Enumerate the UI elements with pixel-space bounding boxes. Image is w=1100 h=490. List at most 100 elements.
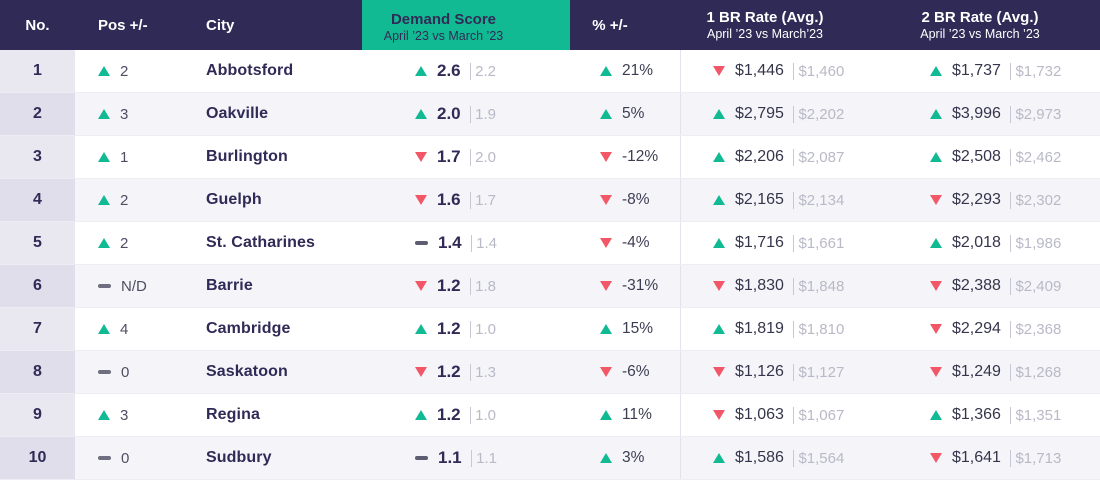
position-change-value: 2 xyxy=(120,62,129,80)
one-br-rate-current: $1,830 xyxy=(735,277,784,294)
demand-score-cell: 1.4 1.4 xyxy=(362,222,570,264)
value-separator xyxy=(792,406,795,424)
value-separator xyxy=(470,234,473,252)
value-separator xyxy=(1009,105,1012,123)
demand-down-triangle-icon xyxy=(415,195,427,205)
city-name: Burlington xyxy=(206,148,288,165)
value-separator xyxy=(469,148,472,166)
demand-up-triangle-icon xyxy=(415,66,427,76)
demand-up-triangle-icon xyxy=(415,109,427,119)
demand-score-cell: 1.2 1.8 xyxy=(362,265,570,307)
value-separator xyxy=(792,105,795,123)
position-up-triangle-icon xyxy=(98,238,110,248)
one-br-rate-previous: $1,127 xyxy=(798,363,845,381)
two-br-rate-cell: $2,388 $2,409 xyxy=(905,265,1100,307)
one-br-rate-cell: $1,126 $1,127 xyxy=(680,351,905,393)
demand-score-previous: 2.2 xyxy=(475,62,496,80)
header-1br-subtitle: April ’23 vs March’23 xyxy=(706,27,823,41)
demand-score-current: 1.2 xyxy=(437,405,461,424)
two-br-rate-cell: $1,366 $1,351 xyxy=(905,394,1100,436)
two-br-rate-cell: $3,996 $2,973 xyxy=(905,93,1100,135)
two-br-rate-cell: $2,293 $2,302 xyxy=(905,179,1100,221)
position-change-cell: 2 xyxy=(75,179,202,221)
position-up-triangle-icon xyxy=(98,109,110,119)
percent-change-value: 3% xyxy=(622,449,645,466)
city-name: Barrie xyxy=(206,277,253,294)
one-br-up-triangle-icon xyxy=(713,324,725,334)
city-cell: Barrie xyxy=(202,265,362,307)
rank-cell: 4 xyxy=(0,179,75,221)
rank-cell: 10 xyxy=(0,437,75,479)
city-cell: Sudbury xyxy=(202,437,362,479)
one-br-rate-previous: $1,661 xyxy=(798,234,845,252)
position-change-cell: 2 xyxy=(75,222,202,264)
position-up-triangle-icon xyxy=(98,195,110,205)
position-change-value: 1 xyxy=(120,148,129,166)
value-separator xyxy=(792,191,795,209)
value-separator xyxy=(469,191,472,209)
percent-change-value: -8% xyxy=(622,191,650,208)
demand-down-triangle-icon xyxy=(415,367,427,377)
one-br-rate-current: $1,126 xyxy=(735,363,784,380)
percent-change-cell: -8% xyxy=(570,179,680,221)
demand-score-cell: 1.7 2.0 xyxy=(362,136,570,178)
value-separator xyxy=(1009,449,1012,467)
demand-score-current: 1.2 xyxy=(437,319,461,338)
one-br-rate-previous: $1,067 xyxy=(798,406,845,424)
header-position-change: Pos +/- xyxy=(75,0,202,50)
one-br-rate-current: $2,206 xyxy=(735,148,784,165)
two-br-up-triangle-icon xyxy=(930,238,942,248)
one-br-rate-current: $1,063 xyxy=(735,406,784,423)
header-1br-title: 1 BR Rate (Avg.) xyxy=(706,9,824,26)
two-br-down-triangle-icon xyxy=(930,281,942,291)
one-br-rate-cell: $1,830 $1,848 xyxy=(680,265,905,307)
value-separator xyxy=(792,320,795,338)
one-br-down-triangle-icon xyxy=(713,281,725,291)
city-cell: Burlington xyxy=(202,136,362,178)
value-separator xyxy=(1009,148,1012,166)
header-rank-label: No. xyxy=(25,16,50,34)
header-demand-title: Demand Score xyxy=(390,10,497,28)
two-br-rate-current: $3,996 xyxy=(952,105,1001,122)
table-row: 3 1 Burlington 1.7 2.0 -12% $2,206 xyxy=(0,136,1100,179)
one-br-rate-cell: $2,206 $2,087 xyxy=(680,136,905,178)
percent-up-triangle-icon xyxy=(600,324,612,334)
one-br-rate-cell: $2,795 $2,202 xyxy=(680,93,905,135)
two-br-rate-previous: $1,713 xyxy=(1015,449,1062,467)
demand-score-previous: 1.3 xyxy=(475,363,496,381)
value-separator xyxy=(469,62,472,80)
one-br-rate-cell: $2,165 $2,134 xyxy=(680,179,905,221)
city-cell: St. Catharines xyxy=(202,222,362,264)
two-br-down-triangle-icon xyxy=(930,195,942,205)
demand-score-cell: 1.2 1.3 xyxy=(362,351,570,393)
percent-down-triangle-icon xyxy=(600,238,612,248)
one-br-rate-current: $1,716 xyxy=(735,234,784,251)
rank-cell: 8 xyxy=(0,351,75,393)
table-row: 7 4 Cambridge 1.2 1.0 15% $1,819 xyxy=(0,308,1100,351)
position-no-change-dash-icon xyxy=(98,456,111,460)
demand-score-previous: 1.8 xyxy=(475,277,496,295)
two-br-up-triangle-icon xyxy=(930,66,942,76)
one-br-rate-current: $1,586 xyxy=(735,449,784,466)
value-separator xyxy=(1009,363,1012,381)
two-br-rate-previous: $1,986 xyxy=(1015,234,1062,252)
two-br-rate-current: $2,018 xyxy=(952,234,1001,251)
rank-number: 6 xyxy=(33,277,42,294)
two-br-rate-current: $2,388 xyxy=(952,277,1001,294)
demand-score-previous: 1.4 xyxy=(476,234,497,252)
rank-number: 5 xyxy=(33,234,42,251)
two-br-rate-previous: $1,732 xyxy=(1015,62,1062,80)
demand-score-previous: 1.1 xyxy=(476,449,497,467)
position-no-change-dash-icon xyxy=(98,370,111,374)
rank-number: 8 xyxy=(33,363,42,380)
value-separator xyxy=(1009,320,1012,338)
two-br-rate-current: $2,294 xyxy=(952,320,1001,337)
demand-score-current: 1.7 xyxy=(437,147,461,166)
header-position-label: Pos +/- xyxy=(98,16,148,34)
value-separator xyxy=(469,320,472,338)
percent-change-cell: 5% xyxy=(570,93,680,135)
position-change-cell: N/D xyxy=(75,265,202,307)
percent-down-triangle-icon xyxy=(600,367,612,377)
demand-score-cell: 1.1 1.1 xyxy=(362,437,570,479)
two-br-rate-cell: $2,508 $2,462 xyxy=(905,136,1100,178)
